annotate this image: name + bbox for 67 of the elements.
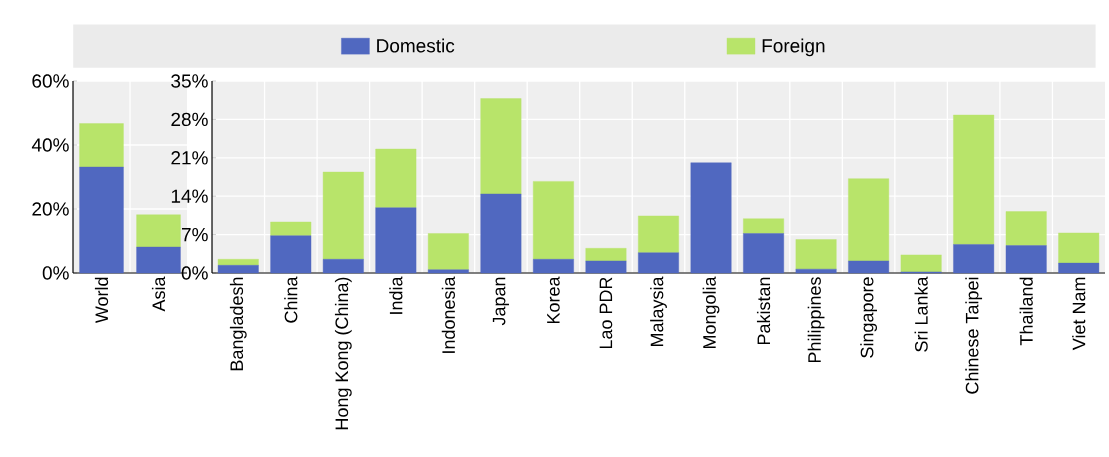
y-tick-label: 28% <box>171 112 208 127</box>
bar <box>638 215 679 253</box>
bar <box>585 260 627 274</box>
x-tick-label: Korea <box>547 276 560 324</box>
bar <box>270 221 312 236</box>
bar <box>217 259 259 266</box>
x-tick-label: Asia <box>151 276 166 312</box>
y-tick-label: 60% <box>32 74 69 88</box>
x-tick-label: Thailand <box>1019 277 1033 346</box>
x-tick-label: Singapore <box>860 277 877 358</box>
bar <box>900 254 942 273</box>
y-tick-label: 7% <box>181 227 208 242</box>
bar <box>585 248 627 262</box>
bar <box>480 98 522 195</box>
bar <box>795 268 837 274</box>
bar <box>217 265 259 274</box>
y-tick-label: 14% <box>171 189 208 203</box>
bar <box>743 218 784 234</box>
x-tick-label: Lao PDR <box>599 277 613 349</box>
x-tick-label: Mongolia <box>702 276 720 349</box>
y-tick-label: 40% <box>31 138 69 152</box>
bar <box>953 244 995 274</box>
bar <box>1058 262 1100 274</box>
x-tick-label: Pakistan <box>756 277 771 345</box>
bar <box>795 239 837 270</box>
x-tick-label: Japan <box>492 277 509 326</box>
x-tick-label: Philippines <box>807 277 825 363</box>
bar <box>322 259 364 274</box>
bar <box>1005 211 1047 246</box>
x-tick-label: Chinese Taipei <box>965 277 983 394</box>
legend-label: Domestic <box>377 38 455 53</box>
bar <box>743 233 784 274</box>
bar <box>427 269 469 274</box>
x-tick-label: Viet Nam <box>1072 277 1086 351</box>
bar <box>533 259 574 274</box>
x-tick-label: China <box>284 276 298 323</box>
y-tick-label: 20% <box>32 202 69 216</box>
y-tick-label: 0% <box>42 266 69 280</box>
bar <box>136 246 181 274</box>
bar <box>79 123 124 168</box>
bar <box>1005 245 1047 274</box>
legend-label: Foreign <box>762 38 825 57</box>
x-tick-label: World <box>94 277 109 324</box>
bar <box>375 148 417 208</box>
bar <box>1058 232 1100 264</box>
bar <box>136 214 181 248</box>
y-tick-label: 0% <box>181 266 208 280</box>
bar <box>533 181 574 260</box>
y-tick-label: 35% <box>171 74 208 88</box>
x-tick-label: Indonesia <box>441 276 455 353</box>
bar <box>322 171 364 260</box>
bar <box>953 114 995 245</box>
bar <box>848 178 890 262</box>
bar <box>270 235 312 274</box>
bar <box>480 193 522 274</box>
bar <box>427 233 469 270</box>
x-tick-label: Bangladesh <box>229 277 247 371</box>
x-tick-label: Sri Lanka <box>914 276 928 352</box>
bar <box>79 166 124 274</box>
x-tick-label: India <box>389 276 403 314</box>
x-tick-label: Malaysia <box>650 276 667 347</box>
bar <box>375 207 417 274</box>
y-tick-label: 21% <box>171 151 208 165</box>
bar <box>638 252 679 274</box>
bar <box>848 260 890 274</box>
x-tick-label: Hong Kong (China) <box>334 277 352 430</box>
bar <box>690 162 732 274</box>
